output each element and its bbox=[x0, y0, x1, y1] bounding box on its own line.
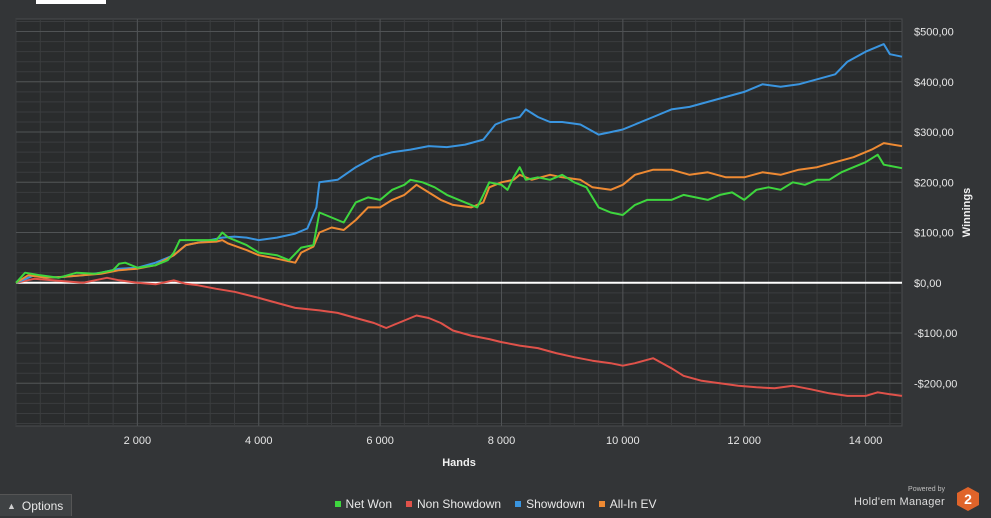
x-axis-ticks: 2 000 4 000 6 000 8 000 10 000 12 000 14 000 bbox=[124, 435, 883, 447]
brand-badge: 2 bbox=[964, 491, 972, 507]
options-label: Options bbox=[21, 498, 64, 513]
series-line-non-showdown bbox=[15, 276, 903, 397]
series-line-all-in-ev bbox=[15, 142, 903, 284]
legend-item-net-won[interactable]: Net Won bbox=[334, 496, 392, 512]
x-tick-label: 2 000 bbox=[124, 435, 152, 447]
x-axis-title: Hands bbox=[442, 457, 476, 469]
legend-swatch-all-in-ev bbox=[598, 501, 605, 507]
x-tick-label: 12 000 bbox=[727, 435, 761, 447]
grid-lines bbox=[15, 19, 902, 426]
hem2-logo-icon: 2 bbox=[957, 487, 979, 511]
chevron-up-icon: ▲ bbox=[7, 500, 16, 511]
y-tick-label: $500,00 bbox=[914, 27, 954, 39]
x-tick-label: 4 000 bbox=[245, 435, 273, 447]
legend-item-all-in-ev[interactable]: All-In EV bbox=[598, 496, 657, 512]
x-tick-label: 10 000 bbox=[606, 435, 640, 447]
brand-name: Hold'em Manager bbox=[854, 496, 945, 508]
winnings-chart: -$200,00 -$100,00 $0,00 $100,00 $200,00 $300,… bbox=[15, 18, 973, 469]
legend-swatch-non-showdown bbox=[406, 501, 412, 507]
legend-swatch-showdown bbox=[515, 501, 522, 507]
top-tab-indicator bbox=[36, 0, 106, 4]
legend-item-non-showdown[interactable]: Non Showdown bbox=[406, 496, 501, 512]
chart-legend: Net Won Non Showdown Showdown All-In EV bbox=[0, 496, 991, 512]
y-tick-label: -$200,00 bbox=[914, 378, 957, 390]
legend-label: Net Won bbox=[345, 497, 392, 511]
x-tick-label: 6 000 bbox=[366, 435, 394, 447]
legend-swatch-net-won bbox=[334, 501, 341, 507]
x-tick-label: 8 000 bbox=[488, 435, 516, 447]
legend-item-showdown[interactable]: Showdown bbox=[515, 496, 585, 512]
legend-label: Non Showdown bbox=[417, 497, 502, 511]
y-tick-label: $400,00 bbox=[914, 77, 954, 89]
y-axis-title: Winnings bbox=[961, 188, 973, 237]
y-tick-label: $300,00 bbox=[914, 127, 954, 139]
x-tick-label: 14 000 bbox=[849, 435, 883, 447]
y-tick-label: $100,00 bbox=[914, 228, 954, 240]
series-line-net-won bbox=[15, 153, 903, 284]
series-layer bbox=[15, 43, 903, 397]
y-tick-label: -$100,00 bbox=[914, 328, 957, 340]
powered-by-text: Powered by bbox=[908, 486, 945, 493]
y-tick-label: $0,00 bbox=[914, 278, 942, 290]
legend-label: All-In EV bbox=[609, 497, 657, 511]
brand-logo-block: Powered by Hold'em Manager 2 bbox=[841, 484, 981, 514]
y-tick-label: $200,00 bbox=[914, 177, 954, 189]
legend-label: Showdown bbox=[526, 497, 585, 511]
options-button[interactable]: ▲ Options bbox=[0, 494, 72, 516]
y-axis-ticks: -$200,00 -$100,00 $0,00 $100,00 $200,00 $300,… bbox=[914, 27, 957, 391]
